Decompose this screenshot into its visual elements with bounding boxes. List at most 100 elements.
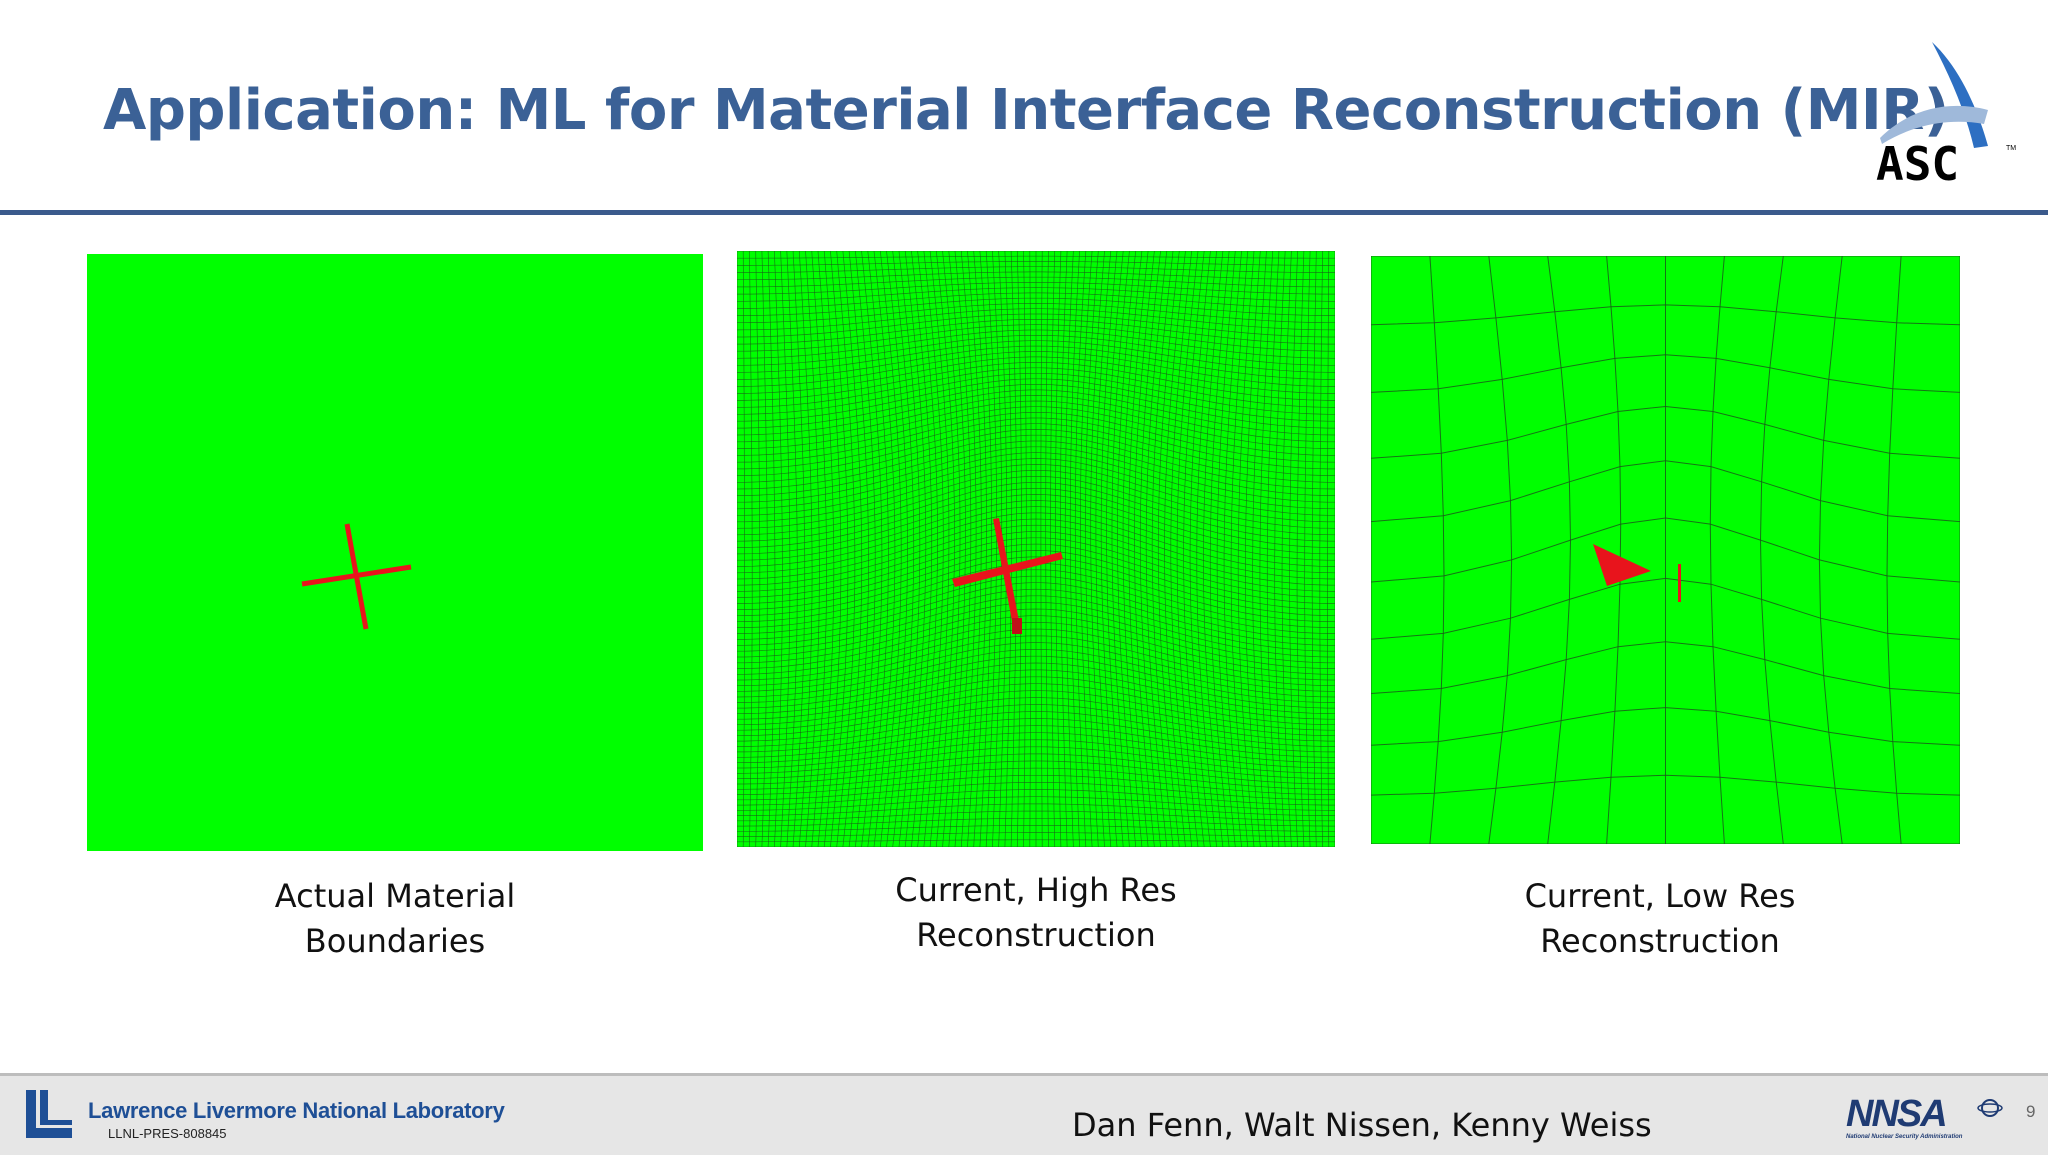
mesh-line	[1371, 774, 1960, 796]
mesh-line	[737, 803, 1335, 816]
mesh-line	[737, 429, 1335, 483]
mesh-line	[737, 292, 1335, 309]
mesh-line	[737, 308, 1335, 331]
llnl-logo-icon	[26, 1090, 72, 1138]
mesh-line	[737, 334, 1335, 366]
mesh-line	[737, 266, 1335, 273]
asc-tm-text: TM	[2006, 145, 2016, 152]
mesh-line	[737, 628, 1335, 681]
mesh-line	[749, 251, 753, 847]
caption-high-res: Current, High Res Reconstruction	[836, 868, 1236, 958]
mesh-line	[737, 261, 1335, 266]
nnsa-logo-text: NNSA	[1846, 1093, 1946, 1135]
mesh-line	[1886, 256, 1902, 844]
mesh-line	[1818, 256, 1843, 844]
mesh-line	[737, 746, 1335, 774]
mesh-line	[737, 642, 1335, 692]
mesh-line	[737, 739, 1335, 769]
mesh-line	[1371, 517, 1960, 583]
mesh-line	[1050, 251, 1056, 847]
high-res-mesh-svg	[737, 251, 1335, 847]
caption-low-line2: Reconstruction	[1540, 922, 1780, 960]
asc-arc-icon	[1880, 105, 1988, 144]
low-res-mesh	[1371, 256, 1960, 844]
mesh-line	[1016, 251, 1022, 847]
mesh-line	[1371, 304, 1960, 326]
mesh-line	[737, 825, 1335, 832]
mesh-line	[737, 329, 1335, 359]
mesh-line	[737, 356, 1335, 394]
mesh-line	[737, 494, 1335, 555]
mesh-line	[737, 537, 1335, 598]
mesh-line	[737, 452, 1335, 510]
mesh-line	[737, 767, 1335, 790]
mesh-line	[737, 446, 1335, 503]
mesh-line	[1371, 577, 1960, 640]
mesh-line	[1064, 251, 1074, 847]
nnsa-logo: NNSA National Nuclear Security Administr…	[1846, 1093, 2003, 1140]
mesh-line	[1319, 251, 1323, 847]
mesh-line	[737, 725, 1335, 758]
asc-swoosh-icon	[1932, 42, 1988, 148]
slide-title: Application: ML for Material Interface R…	[103, 78, 1949, 143]
actual-material-svg	[301, 523, 412, 630]
caption-actual-line2: Boundaries	[304, 922, 486, 960]
mesh-line	[737, 669, 1335, 715]
footer-bar	[0, 1073, 2048, 1155]
mesh-line	[737, 481, 1335, 542]
mesh-line	[1429, 256, 1445, 844]
mesh-line	[737, 782, 1335, 801]
mesh-line	[1010, 251, 1017, 847]
mesh-line	[1709, 256, 1725, 844]
mesh-line	[737, 575, 1335, 634]
title-divider	[0, 210, 2048, 215]
mesh-line	[1606, 256, 1622, 844]
mesh-line	[737, 718, 1335, 753]
mesh-line	[737, 340, 1335, 373]
mesh-line	[737, 690, 1335, 731]
actual-cross-vertical	[344, 523, 369, 630]
actual-material-image	[87, 254, 703, 851]
nnsa-subtext: National Nuclear Security Administration	[1846, 1134, 1963, 1140]
mesh-line	[737, 550, 1335, 610]
mesh-line	[737, 345, 1335, 380]
mesh-line	[737, 324, 1335, 352]
mesh-line	[1274, 251, 1286, 847]
mesh-line	[737, 276, 1335, 288]
mesh-line	[1311, 251, 1317, 847]
authors: Dan Fenn, Walt Nissen, Kenny Weiss	[1072, 1106, 1652, 1144]
mesh-line	[737, 697, 1335, 737]
mesh-line	[1060, 251, 1068, 847]
caption-high-line1: Current, High Res	[895, 871, 1177, 909]
low-res-reconstruction-image	[1371, 256, 1960, 844]
mesh-line	[1371, 460, 1960, 523]
mesh-line	[737, 810, 1335, 822]
caption-low-res: Current, Low Res Reconstruction	[1460, 874, 1860, 964]
mesh-line	[737, 506, 1335, 567]
mesh-line	[737, 475, 1335, 536]
lab-name: Lawrence Livermore National Laboratory	[88, 1098, 505, 1123]
caption-low-line1: Current, Low Res	[1524, 877, 1796, 915]
mesh-line	[737, 588, 1335, 646]
mesh-line	[737, 676, 1335, 720]
mesh-line	[1371, 707, 1960, 746]
high-res-reconstruction-image	[737, 251, 1335, 847]
mesh-line	[1488, 256, 1513, 844]
mesh-line	[737, 732, 1335, 764]
mesh-line	[737, 297, 1335, 316]
mesh-line	[737, 303, 1335, 324]
mesh-line	[737, 488, 1335, 548]
mesh-line	[737, 313, 1335, 338]
mesh-line	[737, 372, 1335, 415]
mesh-line	[737, 569, 1335, 628]
mesh-line	[737, 649, 1335, 698]
mesh-line	[1045, 251, 1049, 847]
mesh-line	[737, 464, 1335, 523]
mesh-line	[737, 361, 1335, 401]
mesh-line	[737, 524, 1335, 586]
mesh-line	[761, 251, 768, 847]
low-res-mesh-svg	[1371, 256, 1960, 844]
asc-logo: ASC TM	[1876, 42, 2016, 183]
mesh-line	[737, 512, 1335, 574]
mesh-line	[737, 395, 1335, 443]
